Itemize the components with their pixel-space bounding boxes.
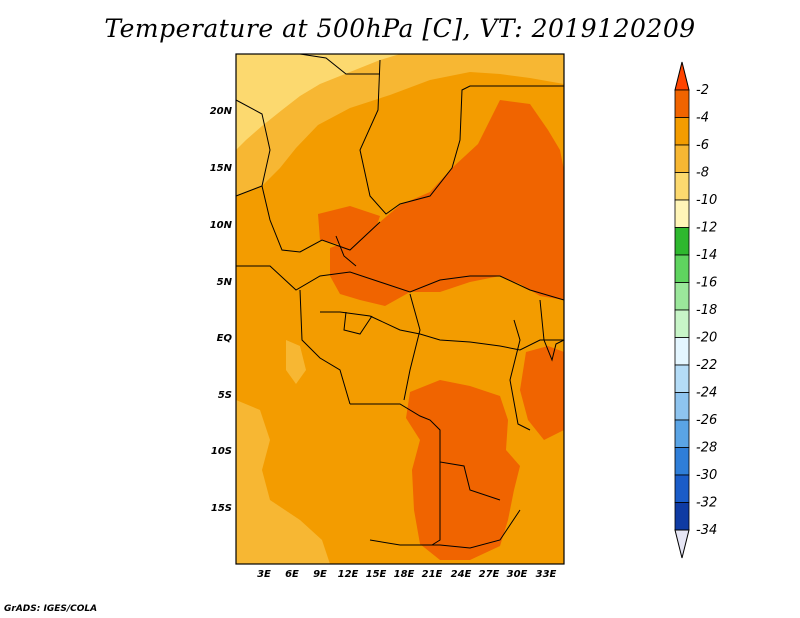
colorbar-label: -8 — [696, 166, 709, 181]
colorbar-label: -26 — [696, 413, 717, 428]
colorbar-label: -12 — [696, 221, 717, 236]
lon-label-30E: 30E — [507, 569, 528, 580]
contour-minus4-north — [330, 100, 564, 306]
lon-label-12E: 12E — [338, 569, 359, 580]
credit-label: GrADS: IGES/COLA — [4, 604, 98, 614]
lon-label-15E: 15E — [366, 569, 387, 580]
colorbar-label: -34 — [696, 523, 717, 538]
colorbar-label: -28 — [696, 441, 717, 456]
contour-minus10-nw — [236, 54, 400, 150]
colorbar-label: -24 — [696, 386, 717, 401]
colorbar-label: -16 — [696, 276, 717, 291]
colorbar-swatch — [674, 337, 690, 366]
lon-label-9E: 9E — [313, 569, 327, 580]
colorbar-swatch — [674, 144, 690, 173]
lon-label-6E: 6E — [285, 569, 299, 580]
colorbar-label: -22 — [696, 358, 717, 373]
colorbar-label: -6 — [696, 138, 709, 153]
lon-label-33E: 33E — [536, 569, 557, 580]
lon-label-27E: 27E — [479, 569, 500, 580]
contour-minus8-sw — [236, 400, 330, 564]
lat-label-15N: 15N — [210, 163, 233, 174]
contour-minus8-ne — [470, 54, 564, 84]
lat-label-EQ: EQ — [217, 333, 233, 344]
contour-minus4-south — [406, 380, 520, 560]
latitude-axis: 20N 15N 10N 5N EQ 5S 10S 15S — [210, 106, 233, 514]
colorbar-swatch — [674, 227, 690, 256]
colorbar-bottom-triangle — [674, 529, 690, 559]
lon-label-3E: 3E — [257, 569, 271, 580]
colorbar-swatch — [674, 502, 690, 531]
colorbar-swatch — [674, 364, 690, 393]
lat-label-20N: 20N — [210, 106, 233, 117]
colorbar-swatch — [674, 447, 690, 476]
colorbar-swatch — [674, 199, 690, 228]
lat-label-5S: 5S — [218, 390, 232, 401]
lon-label-24E: 24E — [451, 569, 472, 580]
colorbar-top-triangle — [674, 61, 690, 91]
colorbar-swatch — [674, 117, 690, 146]
colorbar-swatch — [674, 474, 690, 503]
colorbar-label: -30 — [696, 468, 717, 483]
colorbar-swatch — [674, 282, 690, 311]
contour-minus4-east — [520, 346, 564, 440]
colorbar: -2 -4 -6 -8 -10 -12 -14 -16 -18 -20 -22 -24 -26 -28 -3… — [674, 61, 717, 559]
colorbar-label: -18 — [696, 303, 717, 318]
colorbar-swatch — [674, 309, 690, 338]
lat-label-15S: 15S — [211, 503, 232, 514]
colorbar-label: -20 — [696, 331, 717, 346]
lon-label-18E: 18E — [394, 569, 415, 580]
colorbar-label: -4 — [696, 111, 709, 126]
colorbar-label: -14 — [696, 248, 717, 263]
colorbar-swatch — [674, 254, 690, 283]
colorbar-swatch — [674, 392, 690, 421]
colorbar-swatch — [674, 172, 690, 201]
lat-label-10S: 10S — [211, 446, 232, 457]
map-frame — [235, 53, 565, 565]
colorbar-label: -2 — [696, 83, 709, 98]
colorbar-swatch — [674, 419, 690, 448]
lat-label-5N: 5N — [217, 277, 233, 288]
colorbar-label: -10 — [696, 193, 717, 208]
colorbar-swatch — [674, 89, 690, 118]
country-borders — [235, 53, 565, 549]
contour-minus8-ws — [286, 340, 306, 384]
longitude-axis: 3E 6E 9E 12E 15E 18E 21E 24E 27E 30E 33E — [257, 569, 556, 580]
map-panel — [235, 53, 565, 565]
lat-label-10N: 10N — [210, 220, 233, 231]
colorbar-label: -32 — [696, 496, 717, 511]
lon-label-21E: 21E — [422, 569, 443, 580]
map-title: Temperature at 500hPa [C], VT: 201912020… — [104, 14, 696, 43]
